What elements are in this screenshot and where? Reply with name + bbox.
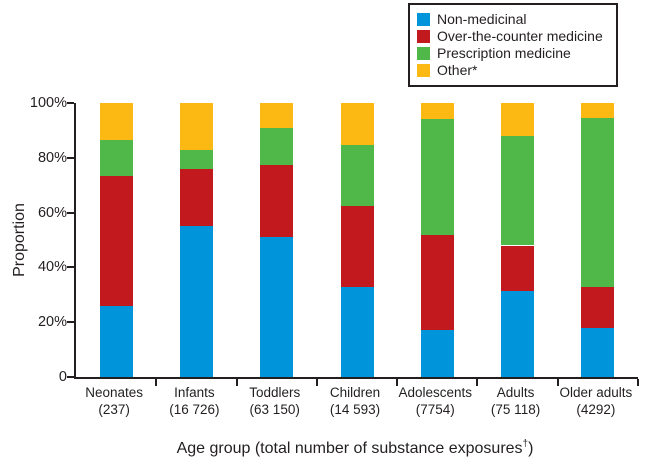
bar-segment-non-medicinal <box>420 330 454 377</box>
x-category-count: (237) <box>98 402 130 417</box>
y-axis-tick <box>67 211 74 214</box>
legend: Non-medicinal Over-the-counter medicine Pr… <box>408 3 618 87</box>
plot-area: 0 20% 40% 60% 80% 100% <box>30 95 639 386</box>
bar-segment-other <box>420 103 454 120</box>
x-category-count: (4292) <box>576 402 616 417</box>
x-category-neonates: Neonates (237) <box>74 384 154 418</box>
bar-segment-other <box>340 103 374 146</box>
bar-segment-over-the-counter-medicine <box>501 245 535 291</box>
x-axis-tick <box>315 379 318 386</box>
square-swatch-icon <box>417 12 430 26</box>
legend-label: Over-the-counter medicine <box>437 28 603 44</box>
x-axis-tick <box>235 379 238 386</box>
square-swatch-icon <box>417 46 430 60</box>
y-tick-label-100: 100% <box>29 95 67 111</box>
legend-label: Non-medicinal <box>437 11 527 27</box>
x-category-count: (63 150) <box>249 402 300 417</box>
y-tick-label-0: 0 <box>58 369 67 385</box>
bar-segment-prescription-medicine <box>340 145 374 206</box>
legend-label: Prescription medicine <box>437 45 571 61</box>
bar-segment-non-medicinal <box>340 286 374 377</box>
x-axis-tick <box>637 379 639 386</box>
square-swatch-icon <box>417 63 430 77</box>
y-axis-tick <box>67 376 74 378</box>
bar-segment-prescription-medicine <box>99 140 133 176</box>
x-axis-tick <box>556 379 559 386</box>
x-axis-tick <box>476 379 479 386</box>
bar-older-adults <box>581 103 615 377</box>
bar-segment-prescription-medicine <box>260 127 294 165</box>
y-tick-label-20: 20% <box>37 314 67 331</box>
y-axis-tick <box>67 321 74 324</box>
bar-segment-prescription-medicine <box>581 118 615 287</box>
bar-segment-over-the-counter-medicine <box>340 205 374 287</box>
x-category-count: (75 118) <box>490 402 541 417</box>
y-tick-label-60: 60% <box>37 204 67 221</box>
x-category-count: (14 593) <box>329 402 381 417</box>
legend-item-non-medicinal: Non-medicinal <box>417 11 609 27</box>
x-category-label: Children <box>329 385 381 400</box>
legend-item-prescription-medicine: Prescription medicine <box>417 45 609 61</box>
bar-children <box>340 103 374 377</box>
x-axis-tick <box>155 379 158 386</box>
bar-segment-over-the-counter-medicine <box>179 168 213 227</box>
x-axis-labels: Neonates (237) Infants (16 726) Toddlers (63 … <box>74 384 636 424</box>
bar-adolescents <box>420 103 454 377</box>
x-category-label: Infants <box>174 385 215 400</box>
x-category-count: (7754) <box>415 402 455 417</box>
bar-segment-non-medicinal <box>99 305 133 377</box>
x-category-infants: Infants (16 726) <box>154 384 234 418</box>
y-axis-tick <box>67 102 74 104</box>
bar-segment-other <box>260 103 294 128</box>
dagger-footnote-marker: † <box>522 438 529 450</box>
bar-segment-prescription-medicine <box>179 149 213 169</box>
y-axis-tick <box>67 156 74 159</box>
bar-segment-over-the-counter-medicine <box>99 175 133 306</box>
legend-item-over-the-counter-medicine: Over-the-counter medicine <box>417 28 609 44</box>
bar-toddlers <box>260 103 294 377</box>
x-axis-title-text: Age group (total number of substance exp… <box>176 440 523 457</box>
y-tick-label-40: 40% <box>37 259 67 276</box>
x-category-label: Adolescents <box>398 385 473 400</box>
bar-segment-other <box>99 103 133 140</box>
x-category-children: Children (14 593) <box>315 384 395 418</box>
x-category-count: (16 726) <box>169 402 220 417</box>
x-category-toddlers: Toddlers (63 150) <box>235 384 315 418</box>
bar-segment-other <box>501 103 535 136</box>
bar-segment-other <box>179 103 213 150</box>
x-axis-title: Age group (total number of substance exp… <box>74 438 636 458</box>
bar-segment-non-medicinal <box>501 290 535 377</box>
bar-segment-prescription-medicine <box>420 119 454 235</box>
bar-segment-other <box>581 103 615 119</box>
x-category-older-adults: Older adults (4292) <box>556 384 636 418</box>
x-category-label: Neonates <box>85 385 144 400</box>
bar-segment-non-medicinal <box>179 226 213 377</box>
y-tick-label-80: 80% <box>37 149 67 166</box>
x-category-adolescents: Adolescents (7754) <box>395 384 475 418</box>
bar-segment-non-medicinal <box>581 327 615 377</box>
bar-segment-over-the-counter-medicine <box>420 234 454 331</box>
bar-infants <box>179 103 213 377</box>
y-axis-title: Proportion <box>0 103 40 377</box>
x-axis-tick <box>396 379 399 386</box>
bar-segment-over-the-counter-medicine <box>260 164 294 238</box>
x-category-label: Adults <box>496 385 535 400</box>
bar-segment-over-the-counter-medicine <box>581 286 615 328</box>
x-category-label: Older adults <box>559 385 633 400</box>
square-swatch-icon <box>417 29 430 43</box>
legend-label: Other* <box>437 62 478 78</box>
bar-adults <box>501 103 535 377</box>
legend-item-other: Other* <box>417 62 609 78</box>
y-axis-title-text: Proportion <box>11 203 29 277</box>
x-axis-title-close: ) <box>528 440 534 457</box>
bar-neonates <box>99 103 133 377</box>
bar-segment-prescription-medicine <box>501 135 535 246</box>
x-category-adults: Adults (75 118) <box>475 384 555 418</box>
y-axis-tick <box>67 266 74 269</box>
bar-segment-non-medicinal <box>260 237 294 377</box>
x-category-label: Toddlers <box>249 385 301 400</box>
